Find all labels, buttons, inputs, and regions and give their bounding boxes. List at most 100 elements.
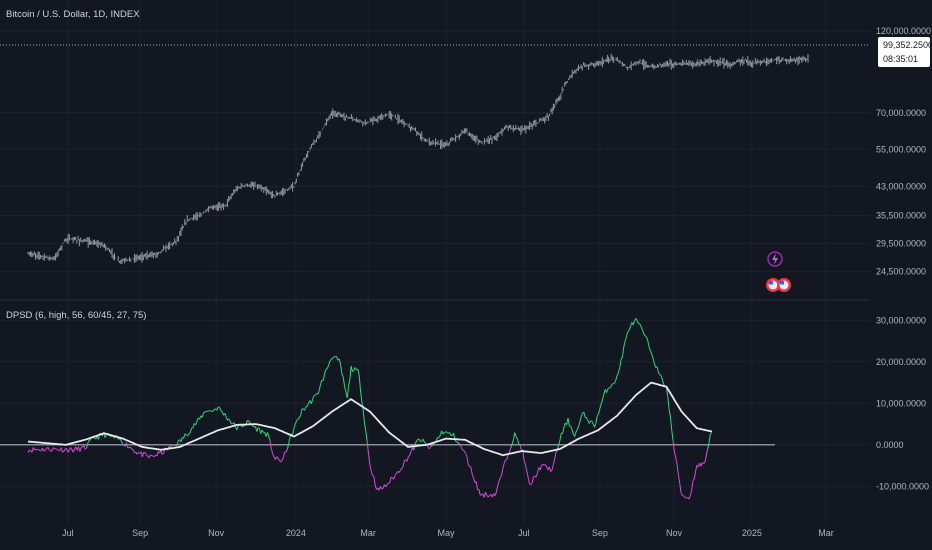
time-x-axis[interactable]: Jul Sep Nov 2024 Mar May Jul Sep Nov 2025 Mar [62, 528, 834, 538]
price-y-tick-label: 35,500.0000 [876, 211, 926, 221]
dpsd-line-segment [591, 421, 594, 425]
dpsd-line-segment [628, 326, 631, 331]
dpsd-line-segment [602, 393, 605, 400]
dpsd-line-segment [52, 447, 55, 449]
dpsd-line-segment [627, 329, 630, 333]
dpsd-line-segment [424, 441, 426, 444]
dpsd-line-segment [86, 442, 89, 449]
dpsd-line-segment [552, 458, 556, 465]
indicator-pane[interactable] [0, 318, 775, 500]
dpsd-line-segment [172, 444, 175, 447]
dpsd-line-segment [465, 453, 468, 457]
indicator-y-tick-label: -10,000.0000 [876, 481, 929, 491]
dpsd-line-segment [320, 379, 323, 384]
dpsd-line-segment [141, 452, 145, 458]
dpsd-line-segment [676, 464, 679, 476]
dpsd-line-segment [276, 456, 279, 459]
dpsd-line-segment [530, 482, 533, 486]
dpsd-line-segment [659, 373, 662, 376]
dpsd-line-segment [83, 445, 86, 450]
dpsd-line-segment [523, 460, 526, 465]
dpsd-line-segment [390, 476, 393, 479]
dpsd-line-segment [79, 447, 82, 452]
indicator-y-axis[interactable]: 30,000.0000 20,000.0000 10,000.0000 0.0000 -… [876, 315, 929, 491]
dpsd-line-segment [247, 419, 250, 422]
dpsd-line-segment [461, 448, 464, 451]
dpsd-line-segment [399, 468, 403, 471]
event-badges[interactable] [766, 251, 791, 292]
dpsd-line-segment [626, 331, 629, 336]
dpsd-line-segment [651, 354, 654, 359]
us-flag-icon[interactable] [777, 278, 791, 292]
dpsd-line-segment [607, 387, 610, 390]
dpsd-line-segment [224, 413, 227, 418]
dpsd-line-segment [619, 358, 622, 367]
dpsd-line-segment [689, 489, 693, 496]
dpsd-line-segment [350, 365, 354, 372]
dpsd-line-segment [551, 464, 554, 471]
dpsd-line-segment [679, 482, 682, 493]
dpsd-line-segment [672, 440, 675, 452]
dpsd-line-segment [704, 455, 707, 463]
x-tick-label: 2024 [286, 528, 306, 538]
dpsd-line-segment [435, 437, 439, 441]
dpsd-line-segment [349, 365, 352, 380]
dpsd-line-segment [261, 429, 264, 433]
dpsd-line-segment [62, 450, 65, 453]
dpsd-line-segment [120, 440, 123, 444]
dpsd-line-segment [438, 434, 441, 438]
indicator-label[interactable]: DPSD (6, high, 56, 60/45, 27, 75) [6, 310, 146, 321]
dpsd-line-segment [515, 436, 518, 440]
dpsd-line-segment [176, 440, 179, 446]
dpsd-line-segment [500, 468, 504, 476]
dpsd-line-segment [406, 456, 409, 462]
dpsd-line-segment [312, 395, 315, 400]
price-y-axis[interactable]: 120,000.0000 70,000.0000 55,000.0000 43,000… [876, 26, 931, 276]
price-y-tick-label: 29,500.0000 [876, 239, 926, 249]
dpsd-line-segment [201, 412, 205, 418]
dpsd-line-segment [647, 340, 650, 348]
dpsd-line-segment [196, 417, 199, 422]
dpsd-line-segment [213, 408, 216, 411]
dpsd-line-segment [341, 373, 344, 378]
countdown-timer: 08:35:01 [883, 54, 918, 64]
dpsd-line-segment [84, 447, 87, 450]
dpsd-line-segment [44, 448, 47, 451]
dpsd-line-segment [361, 401, 364, 410]
dpsd-line-segment [708, 434, 711, 444]
dpsd-line-segment [195, 421, 198, 426]
dpsd-line-segment [473, 477, 476, 483]
dpsd-line-segment [514, 432, 517, 437]
dpsd-line-segment [652, 358, 655, 365]
dpsd-line-segment [297, 417, 300, 420]
dpsd-line-segment [653, 363, 657, 368]
dpsd-line-segment [645, 336, 649, 341]
dpsd-line-segment [510, 443, 513, 448]
dpsd-line-segment [571, 429, 574, 435]
dpsd-line-segment [122, 443, 125, 446]
dpsd-line-segment [369, 463, 372, 471]
dpsd-line-segment [268, 435, 271, 441]
dpsd-line-segment [272, 453, 275, 458]
dpsd-line-segment [277, 458, 280, 461]
dpsd-line-segment [594, 422, 597, 428]
dpsd-line-segment [624, 335, 627, 342]
dpsd-line-segment [667, 396, 670, 410]
dpsd-line-segment [635, 318, 638, 321]
dpsd-line-segment [606, 388, 609, 393]
dpsd-line-segment [357, 369, 360, 376]
dpsd-line-segment [683, 495, 686, 498]
us-flag-icon[interactable] [766, 278, 780, 292]
x-tick-label: Sep [592, 528, 608, 538]
price-pane[interactable] [0, 44, 870, 265]
dpsd-line-segment [285, 449, 288, 453]
dpsd-line-segment [483, 492, 487, 498]
lightning-icon[interactable] [767, 251, 783, 267]
dpsd-line-segment [542, 463, 545, 466]
dpsd-line-segment [298, 415, 302, 418]
dpsd-line-segment [533, 475, 536, 478]
dpsd-line-segment [362, 409, 365, 424]
dpsd-line-segment [494, 492, 497, 497]
dpsd-line-segment [329, 359, 332, 362]
